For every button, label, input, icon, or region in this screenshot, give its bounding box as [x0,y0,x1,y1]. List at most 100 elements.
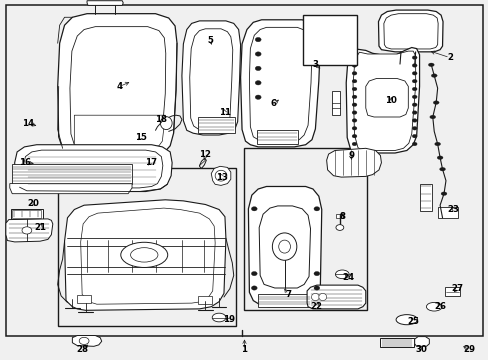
Ellipse shape [351,142,356,146]
Ellipse shape [255,66,261,71]
Ellipse shape [160,117,172,130]
Polygon shape [15,145,172,192]
Bar [258,294,310,307]
Ellipse shape [272,233,296,260]
Ellipse shape [351,134,356,138]
Text: 20: 20 [27,199,39,208]
Ellipse shape [22,227,32,234]
Ellipse shape [251,271,257,276]
Ellipse shape [351,95,356,99]
Ellipse shape [411,111,416,114]
Polygon shape [306,285,365,309]
Polygon shape [72,336,102,346]
Polygon shape [248,186,321,307]
Text: 18: 18 [155,115,167,124]
Bar [256,130,298,144]
Ellipse shape [307,30,317,36]
Ellipse shape [411,87,416,91]
Text: 7: 7 [285,290,291,299]
Text: 30: 30 [415,346,427,354]
Polygon shape [365,78,407,117]
Bar [12,164,132,184]
Text: 5: 5 [207,36,213,45]
Bar [77,295,91,303]
Text: 4: 4 [117,82,122,91]
Ellipse shape [411,56,416,59]
Polygon shape [58,14,177,154]
Bar [336,214,343,218]
Ellipse shape [411,134,416,138]
Text: 19: 19 [223,315,234,324]
Bar [419,184,431,211]
Ellipse shape [411,64,416,67]
Polygon shape [211,166,230,185]
Bar [12,210,41,218]
Text: 17: 17 [144,158,156,167]
Polygon shape [6,219,53,242]
Text: 13: 13 [216,173,228,182]
Ellipse shape [430,74,436,77]
Ellipse shape [251,207,257,211]
Text: 8: 8 [339,212,345,220]
Ellipse shape [255,37,261,42]
Ellipse shape [440,192,446,195]
Ellipse shape [255,52,261,56]
Bar [11,209,42,219]
Ellipse shape [255,95,261,99]
Text: 21: 21 [34,223,46,232]
Ellipse shape [351,72,356,75]
Ellipse shape [335,270,348,279]
Ellipse shape [313,271,319,276]
Bar [244,148,366,310]
Polygon shape [326,148,381,177]
Ellipse shape [429,115,435,119]
Text: 14: 14 [22,119,34,128]
Text: 26: 26 [433,302,445,311]
Ellipse shape [395,315,417,325]
Ellipse shape [411,142,416,146]
Text: 15: 15 [135,133,146,142]
Ellipse shape [251,286,257,290]
Polygon shape [240,20,320,147]
Ellipse shape [427,63,433,67]
Polygon shape [182,21,240,135]
Ellipse shape [307,23,317,29]
Ellipse shape [411,119,416,122]
Ellipse shape [426,302,441,311]
Ellipse shape [411,95,416,99]
Ellipse shape [212,313,225,322]
Ellipse shape [436,156,442,159]
Ellipse shape [313,207,319,211]
Polygon shape [81,208,215,304]
Text: 28: 28 [76,346,88,354]
Polygon shape [74,115,165,148]
Bar [58,168,236,326]
Text: 10: 10 [385,96,396,105]
Ellipse shape [411,79,416,83]
Ellipse shape [411,103,416,107]
Text: 2: 2 [446,53,452,62]
Ellipse shape [313,286,319,290]
Ellipse shape [121,242,167,267]
Text: 16: 16 [20,158,31,167]
Polygon shape [64,200,225,310]
Bar [321,39,335,45]
Polygon shape [378,10,442,52]
Text: 11: 11 [219,108,230,117]
Ellipse shape [311,293,319,301]
Polygon shape [23,150,163,188]
Text: 22: 22 [310,302,322,311]
Polygon shape [352,51,415,150]
Bar [437,207,457,218]
Ellipse shape [255,81,261,85]
Ellipse shape [335,225,343,230]
Polygon shape [249,27,311,141]
Ellipse shape [130,248,158,262]
Bar [444,287,459,296]
Bar [331,91,340,115]
Text: 23: 23 [447,205,459,214]
Bar [198,296,211,304]
Bar [198,117,234,133]
Polygon shape [189,29,232,130]
Ellipse shape [351,126,356,130]
